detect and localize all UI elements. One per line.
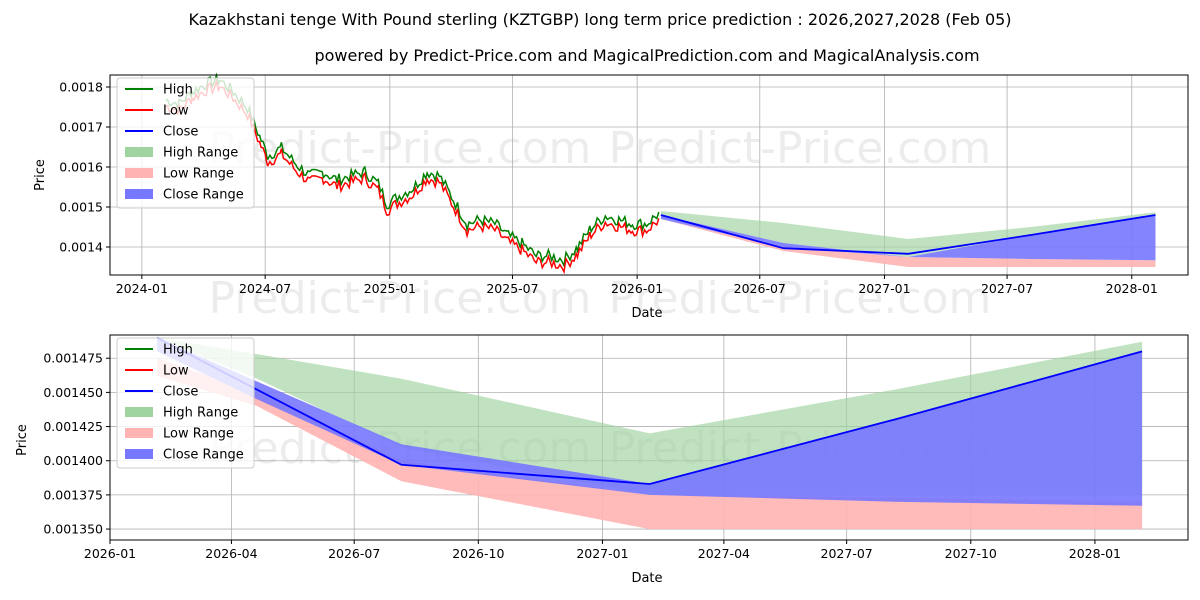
legend-label: High Range: [163, 146, 238, 161]
low-range-band: [660, 219, 1156, 267]
y-tick-label: 0.0015: [59, 200, 103, 215]
top-x-axis-label: Date: [631, 306, 662, 321]
x-tick-label: 2027-10: [945, 546, 997, 561]
close-range-band: [157, 337, 1143, 506]
x-tick-label: 2026-04: [205, 546, 257, 561]
bottom-x-axis-label: Date: [631, 571, 662, 586]
top-y-axis-label: Price: [33, 159, 48, 191]
y-tick-label: 0.001425: [43, 419, 103, 434]
y-tick-label: 0.0018: [59, 80, 103, 95]
legend-label: High: [163, 83, 193, 98]
legend-patch-swatch: [125, 428, 153, 438]
x-tick-label: 2026-07: [328, 546, 380, 561]
top-y-ticks: 0.0014 0.0015 0.0016 0.0017 0.0018: [59, 80, 110, 255]
legend-label: Close: [163, 385, 198, 400]
y-tick-label: 0.001475: [43, 351, 103, 366]
x-tick-label: 2024-07: [239, 281, 291, 296]
legend-patch-swatch: [125, 407, 153, 417]
legend-patch-swatch: [125, 189, 153, 199]
y-tick-label: 0.001375: [43, 487, 103, 502]
bottom-x-ticks: 2026-01 2026-04 2026-07 2026-10 2027-01 2027-…: [84, 540, 1121, 561]
top-axes-frame: [109, 74, 1189, 276]
x-tick-label: 2027-07: [821, 546, 873, 561]
bottom-y-ticks: 0.001350 0.001375 0.001400 0.001425 0.001450…: [43, 351, 110, 537]
bottom-range-fills: [157, 337, 1143, 530]
watermark-text: Predict-Price.com: [209, 273, 592, 324]
y-tick-label: 0.001350: [43, 522, 103, 537]
legend-label: Low: [163, 104, 189, 119]
watermark-text: Predict-Price.com: [609, 273, 992, 324]
bottom-chart-panel: Predict-Price.com Predict-Price.com 2026…: [15, 334, 1189, 586]
x-tick-label: 2026-01: [84, 546, 136, 561]
watermark-text: Predict-Price.com: [209, 123, 592, 174]
legend-label: Close Range: [163, 188, 244, 203]
x-tick-label: 2024-01: [116, 281, 168, 296]
legend-label: Low Range: [163, 427, 234, 442]
top-legend: High Low Close High Range Low Range Close Ran…: [116, 77, 255, 209]
legend-label: High Range: [163, 406, 238, 421]
y-tick-label: 0.0017: [59, 120, 103, 135]
y-tick-label: 0.001400: [43, 453, 103, 468]
top-range-fills: [660, 211, 1156, 267]
legend-patch-swatch: [125, 449, 153, 459]
chart-title: Kazakhstani tenge With Pound sterling (K…: [188, 10, 1011, 29]
chart-subtitle: powered by Predict-Price.com and Magical…: [314, 46, 979, 65]
bottom-y-axis-label: Price: [15, 424, 30, 456]
legend-label: Close: [163, 125, 198, 140]
y-tick-label: 0.0016: [59, 160, 103, 175]
watermark-text: Predict-Price.com: [609, 123, 992, 174]
bottom-legend: High Low Close High Range Low Range Close Ran…: [116, 337, 255, 469]
legend-label: Low: [163, 364, 189, 379]
x-tick-label: 2028-01: [1106, 281, 1158, 296]
top-chart-panel: Predict-Price.com Predict-Price.com Pred…: [33, 72, 1189, 324]
legend-patch-swatch: [125, 168, 153, 178]
legend-label: Low Range: [163, 167, 234, 182]
bottom-axes-frame: [109, 334, 1189, 541]
close-forecast-line: [660, 214, 1156, 255]
x-tick-label: 2027-07: [981, 281, 1033, 296]
x-tick-label: 2026-07: [734, 281, 786, 296]
legend-patch-swatch: [125, 147, 153, 157]
legend-label: High: [163, 343, 193, 358]
x-tick-label: 2025-01: [364, 281, 416, 296]
legend-label: Close Range: [163, 448, 244, 463]
high-range-band: [660, 211, 1156, 257]
x-tick-label: 2027-04: [698, 546, 750, 561]
y-tick-label: 0.001450: [43, 385, 103, 400]
x-tick-label: 2027-01: [576, 546, 628, 561]
x-tick-label: 2027-01: [858, 281, 910, 296]
y-tick-label: 0.0014: [59, 240, 103, 255]
low-range-band: [157, 358, 1143, 530]
x-tick-label: 2028-01: [1069, 546, 1121, 561]
top-x-ticks: 2024-01 2024-07 2025-01 2025-07 2026-01 2026-…: [116, 275, 1158, 296]
x-tick-label: 2026-10: [452, 546, 504, 561]
x-tick-label: 2025-07: [486, 281, 538, 296]
top-watermarks: Predict-Price.com Predict-Price.com Pred…: [209, 123, 992, 324]
x-tick-label: 2026-01: [611, 281, 663, 296]
close-range-band: [660, 215, 1156, 261]
